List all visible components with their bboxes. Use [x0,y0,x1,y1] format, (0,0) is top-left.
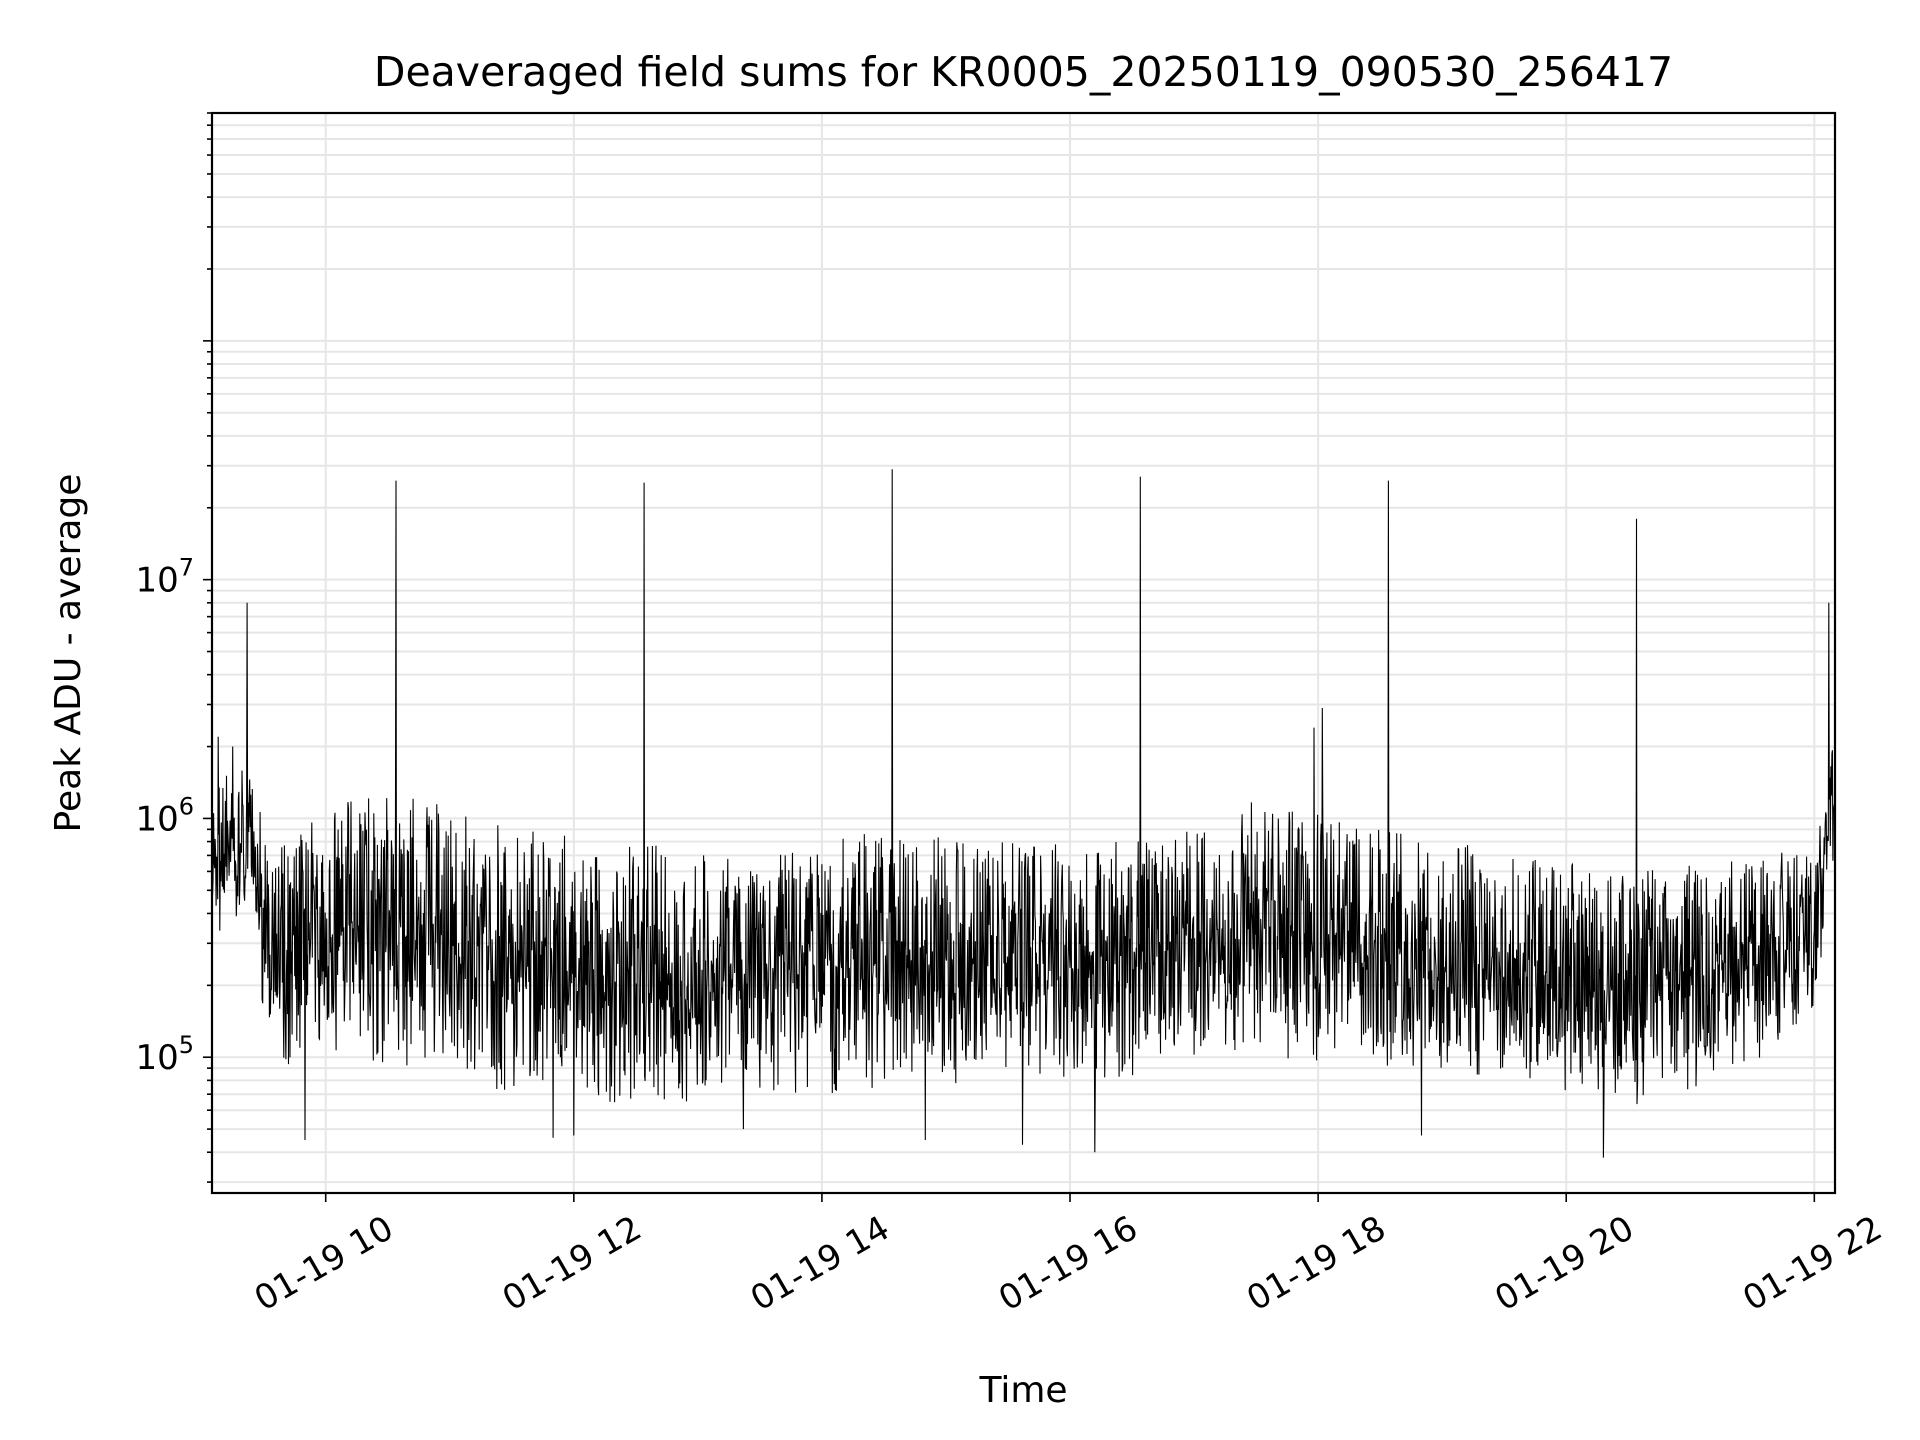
series-path [211,377,1836,1158]
y-tick-label: 107 [135,554,194,601]
y-axis-label: Peak ADU - average [48,474,89,833]
y-tick-label: 105 [135,1031,194,1078]
y-axis: 105 106 107 [135,112,212,1183]
x-axis-label: Time [978,1370,1067,1411]
chart-title: Deaveraged field sums for KR0005_2025011… [374,48,1673,96]
plot-frame [210,111,1837,1195]
series-line [211,377,1836,1158]
y-tick-label: 106 [135,792,194,839]
